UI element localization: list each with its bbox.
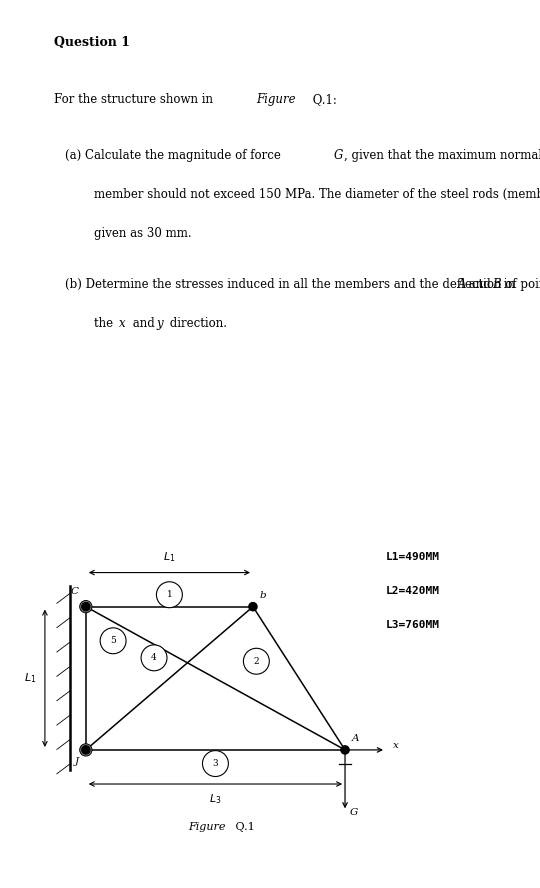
Circle shape [341,746,349,754]
Text: G: G [350,808,359,817]
Text: member should not exceed 150 MPa. The diameter of the steel rods (member 1 to 5): member should not exceed 150 MPa. The di… [94,188,540,201]
Text: 4: 4 [151,654,157,662]
Text: For the structure shown in: For the structure shown in [54,92,217,106]
Text: Q.1:: Q.1: [309,92,337,106]
Text: and: and [129,317,158,329]
Text: in: in [500,278,515,291]
Circle shape [82,746,90,754]
Circle shape [82,603,90,611]
Text: L1=490MM: L1=490MM [386,552,440,562]
Text: x: x [119,317,125,329]
Text: $L_1$: $L_1$ [163,551,176,564]
Text: direction.: direction. [166,317,227,329]
Text: x: x [393,741,399,750]
Circle shape [249,603,257,611]
Text: $L_3$: $L_3$ [209,793,221,806]
Text: b: b [260,591,266,600]
Text: Figure: Figure [256,92,296,106]
Circle shape [80,744,92,756]
Text: (b) Determine the stresses induced in all the members and the deflection of poin: (b) Determine the stresses induced in al… [65,278,540,291]
Text: L2=420MM: L2=420MM [386,586,440,596]
Text: 3: 3 [213,759,218,768]
Text: Q.1: Q.1 [233,821,255,831]
Text: $L_1$: $L_1$ [24,671,36,686]
Text: C: C [71,588,79,597]
Circle shape [141,645,167,670]
Circle shape [157,582,183,607]
Text: and: and [465,278,495,291]
Text: 1: 1 [166,591,172,599]
Text: 2: 2 [254,657,259,666]
Circle shape [80,600,92,613]
Text: L3=760MM: L3=760MM [386,621,440,630]
Text: J: J [75,757,79,765]
Text: B: B [492,278,501,291]
Circle shape [202,750,228,776]
Text: , given that the maximum normal stress in each: , given that the maximum normal stress i… [344,149,540,163]
Text: y: y [157,317,163,329]
Text: Figure: Figure [188,821,226,831]
Text: 5: 5 [110,637,116,646]
Circle shape [100,628,126,654]
Text: the: the [94,317,117,329]
Text: A: A [352,734,359,743]
Text: (a) Calculate the magnitude of force: (a) Calculate the magnitude of force [65,149,285,163]
Circle shape [244,648,269,674]
Text: A: A [458,278,467,291]
Text: G: G [334,149,343,163]
Text: given as 30 mm.: given as 30 mm. [94,226,192,240]
Text: Question 1: Question 1 [54,36,130,49]
